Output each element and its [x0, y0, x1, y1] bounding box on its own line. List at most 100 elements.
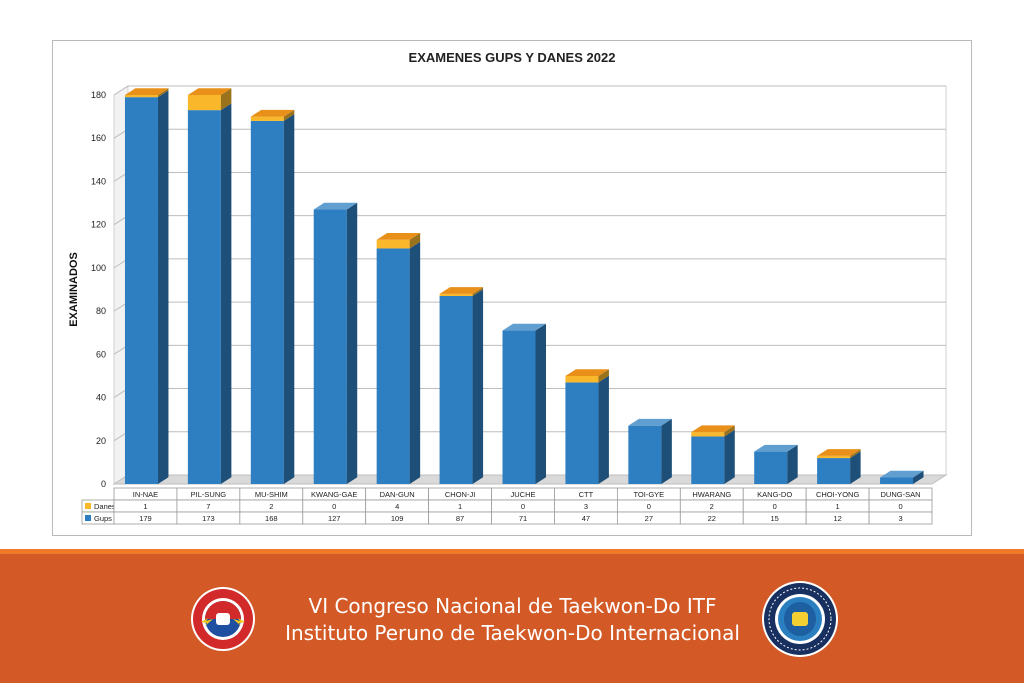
- bar-top: [313, 202, 358, 210]
- legend-swatch-danes: [85, 503, 91, 509]
- data-label-danes: 1: [458, 502, 462, 511]
- data-label-gups: 179: [139, 514, 152, 523]
- data-label-gups: 168: [265, 514, 278, 523]
- x-tick-label: HWARANG: [692, 490, 731, 499]
- footer-line-1: VI Congreso Nacional de Taekwon-Do ITF: [308, 594, 717, 618]
- data-label-gups: 47: [582, 514, 590, 523]
- chart-title: EXAMENES GUPS Y DANES 2022: [409, 50, 616, 65]
- data-label-gups: 12: [833, 514, 841, 523]
- x-tick-label: CHON-JI: [445, 490, 475, 499]
- bar-gups: [124, 97, 158, 485]
- bar-side-gups: [850, 451, 861, 484]
- bar-danes: [565, 375, 599, 383]
- footer-accent-line: [0, 549, 1024, 554]
- legend-label-danes: Danes: [94, 502, 116, 511]
- bar-side-gups: [661, 418, 672, 484]
- bar-side-gups: [787, 444, 798, 484]
- bar-danes: [250, 116, 284, 121]
- bar-top: [439, 287, 484, 294]
- footer-line-2: Instituto Peruno de Taekwon-Do Internaci…: [285, 621, 740, 645]
- bar-gups: [880, 477, 914, 484]
- x-tick-label: JUCHE: [510, 490, 535, 499]
- itf-logo: [762, 581, 838, 657]
- bar-side-gups: [157, 90, 169, 485]
- y-tick-label: 80: [96, 306, 106, 316]
- bar-gups: [439, 295, 473, 484]
- y-tick-label: 180: [91, 90, 106, 100]
- bar-top: [565, 369, 609, 376]
- footer-banner: [0, 554, 1024, 683]
- bar-top: [691, 425, 735, 433]
- bar-side-danes: [850, 449, 861, 459]
- bar-top: [754, 444, 798, 452]
- bar-side-gups: [535, 323, 546, 484]
- itp-logo: [191, 587, 255, 651]
- data-label-gups: 71: [519, 514, 527, 523]
- bar-gups: [502, 330, 536, 484]
- bar-side-gups: [220, 103, 232, 484]
- data-label-gups: 127: [328, 514, 341, 523]
- bar-gups: [187, 110, 221, 484]
- bar-gups: [250, 120, 284, 484]
- data-label-danes: 3: [584, 502, 588, 511]
- y-tick-label: 160: [91, 133, 106, 143]
- bar-gups: [376, 248, 410, 484]
- x-tick-label: DUNG-SAN: [881, 490, 921, 499]
- bar-side-danes: [157, 88, 169, 98]
- bar-top: [376, 233, 421, 240]
- y-tick-label: 120: [91, 220, 106, 230]
- data-label-danes: 0: [773, 502, 777, 511]
- bar-gups: [313, 209, 347, 485]
- bar-side-gups: [283, 114, 295, 484]
- bar-side-danes: [598, 369, 609, 383]
- x-tick-label: DAN-GUN: [380, 490, 415, 499]
- y-tick-label: 40: [96, 393, 106, 403]
- data-label-gups: 3: [898, 514, 902, 523]
- x-tick-label: TOI-GYE: [633, 490, 664, 499]
- bar-top: [628, 418, 672, 426]
- x-tick-label: KWANG-GAE: [311, 490, 357, 499]
- bar-gups: [628, 425, 662, 484]
- bar-side-danes: [409, 233, 421, 249]
- bar-top: [124, 88, 169, 95]
- bar-danes: [187, 95, 221, 111]
- table-cell: [868, 511, 933, 525]
- y-axis-label: EXAMINADOS: [68, 252, 80, 327]
- data-label-gups: 173: [202, 514, 215, 523]
- bar-side-gups: [598, 375, 609, 484]
- legend-label-gups: Gups: [94, 514, 112, 523]
- bar-side-danes: [724, 425, 735, 437]
- bar-side-danes: [283, 109, 295, 121]
- x-tick-label: CHOI-YONG: [816, 490, 860, 499]
- bar-danes: [691, 432, 725, 437]
- footer-text: VI Congreso Nacional de Taekwon-Do ITF I…: [260, 593, 765, 647]
- data-label-danes: 1: [836, 502, 840, 511]
- bar-danes: [124, 95, 158, 98]
- data-label-danes: 7: [206, 502, 210, 511]
- data-label-danes: 0: [332, 502, 336, 511]
- data-label-gups: 22: [708, 514, 716, 523]
- bar-gups: [817, 458, 851, 484]
- data-label-gups: 27: [645, 514, 653, 523]
- bar-danes: [439, 293, 473, 296]
- bar-gups: [565, 382, 599, 484]
- y-tick-label: 60: [96, 349, 106, 359]
- data-label-danes: 2: [269, 502, 273, 511]
- gridline-side: [113, 85, 129, 96]
- bar-side-danes: [472, 287, 484, 296]
- bar-side-danes: [220, 88, 232, 111]
- data-label-danes: 0: [647, 502, 651, 511]
- bar-side-gups: [346, 202, 358, 485]
- bar-side-gups: [472, 289, 484, 484]
- bar-top: [817, 449, 861, 456]
- data-label-danes: 0: [521, 502, 525, 511]
- data-label-gups: 87: [456, 514, 464, 523]
- data-label-gups: 15: [771, 514, 779, 523]
- y-tick-label: 0: [101, 479, 106, 489]
- data-label-gups: 109: [391, 514, 404, 523]
- bar-side-gups: [913, 470, 924, 484]
- bar-gups: [691, 436, 725, 484]
- bar-side-gups: [409, 241, 421, 484]
- data-label-danes: 4: [395, 502, 399, 511]
- data-label-danes: 1: [143, 502, 147, 511]
